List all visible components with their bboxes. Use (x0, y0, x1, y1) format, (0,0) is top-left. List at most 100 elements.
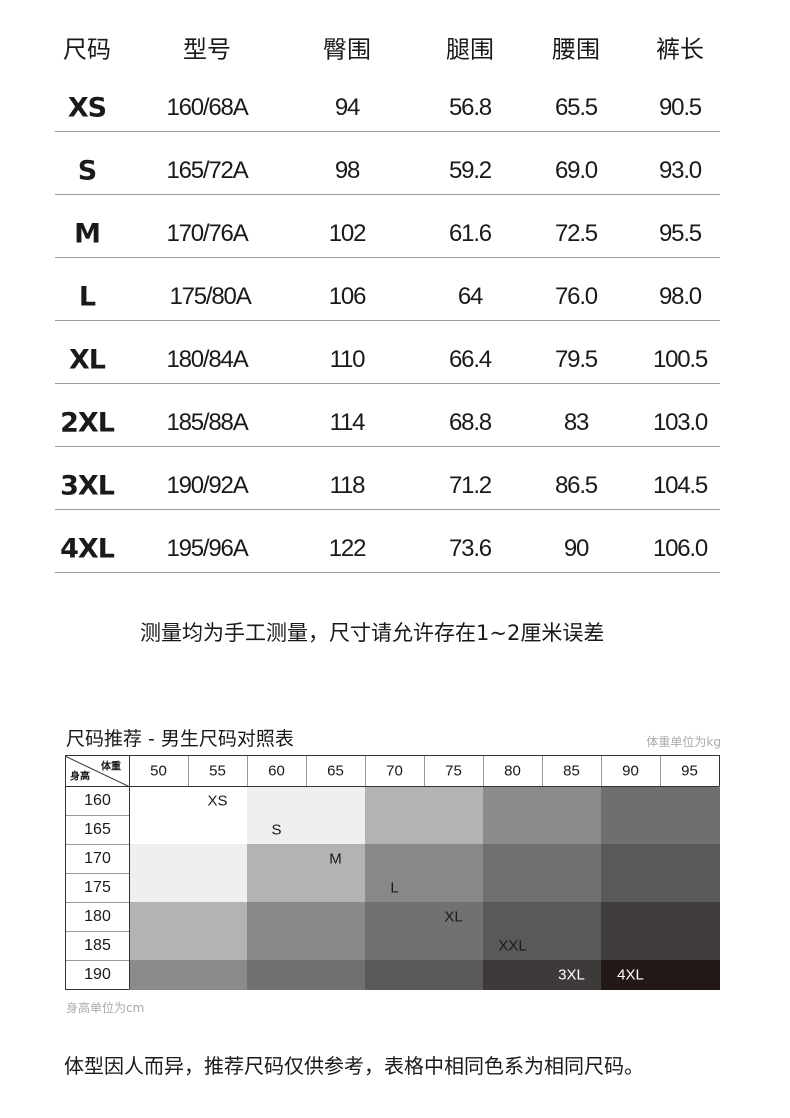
size-label: 2XL (60, 407, 115, 439)
column-divider (365, 756, 366, 786)
height-unit-note: 身高单位为cm (66, 1001, 145, 1015)
weight-header: 50 (150, 762, 167, 780)
table-cell: 165/72A (166, 157, 248, 184)
table-cell: 76.0 (555, 283, 598, 310)
column-divider (483, 756, 484, 786)
row-divider (66, 873, 129, 874)
height-header: 175 (84, 878, 111, 896)
table-cell: 110 (329, 346, 366, 373)
weight-header: 90 (622, 762, 639, 780)
color-block (365, 786, 484, 845)
color-block (129, 786, 248, 845)
table-cell: 175/80A (169, 283, 251, 310)
size-label: L (78, 281, 96, 313)
color-block (247, 786, 366, 845)
table-cell: 118 (329, 472, 366, 499)
column-divider (424, 756, 425, 786)
table-cell: 83 (563, 409, 590, 436)
corner-height-label: 身高 (70, 771, 90, 783)
table-cell: 65.5 (555, 94, 598, 121)
corner-weight-label: 体重 (101, 761, 121, 773)
size-recommendation: XS (207, 792, 228, 809)
color-block (129, 844, 248, 903)
table-cell: 68.8 (449, 409, 492, 436)
recommend-grid: 50 55 60 65 70 75 80 85 90 95 体重 身高 160 165 170 175 180 1… (65, 755, 720, 990)
row-divider (66, 815, 129, 816)
color-block (483, 786, 602, 845)
weight-unit-note: 体重单位为kg (646, 735, 721, 749)
size-recommendation: XXL (498, 937, 527, 954)
weight-header: 60 (268, 762, 285, 780)
size-label: XL (68, 344, 106, 376)
table-cell: 69.0 (555, 157, 598, 184)
table-cell: 73.6 (449, 535, 492, 562)
color-block (365, 844, 484, 903)
height-header: 185 (84, 936, 111, 954)
column-divider (601, 756, 602, 786)
column-divider (306, 756, 307, 786)
weight-header: 95 (681, 762, 698, 780)
table-cell: 104.5 (652, 472, 708, 499)
color-block (247, 844, 366, 903)
color-block (601, 786, 720, 845)
column-header: 尺码 (63, 35, 111, 64)
color-block (601, 960, 720, 990)
column-divider (247, 756, 248, 786)
table-cell: 64 (457, 283, 484, 310)
row-divider (55, 320, 720, 321)
table-cell: 98.0 (659, 283, 702, 310)
table-cell: 90 (563, 535, 590, 562)
color-block (483, 844, 602, 903)
table-cell: 106 (328, 283, 367, 310)
table-cell: 72.5 (555, 220, 598, 247)
table-cell: 180/84A (166, 346, 248, 373)
color-block (365, 902, 484, 961)
table-cell: 190/92A (166, 472, 248, 499)
table-cell: 195/96A (166, 535, 248, 562)
color-block (601, 844, 720, 903)
size-recommendation: XL (444, 908, 463, 925)
color-block (483, 902, 602, 961)
row-divider (55, 194, 720, 195)
weight-header: 70 (386, 762, 403, 780)
color-block (247, 960, 366, 990)
size-recommendation: M (329, 850, 342, 867)
weight-header: 55 (209, 762, 226, 780)
table-cell: 71.2 (449, 472, 492, 499)
weight-header: 80 (504, 762, 521, 780)
table-cell: 122 (328, 535, 367, 562)
color-block (247, 902, 366, 961)
color-block (365, 960, 484, 990)
size-recommendation: 4XL (617, 966, 644, 983)
size-label: S (77, 155, 97, 187)
row-divider (55, 446, 720, 447)
table-cell: 103.0 (652, 409, 708, 436)
color-block (601, 902, 720, 961)
row-divider (55, 509, 720, 510)
weight-header: 85 (563, 762, 580, 780)
table-cell: 98 (334, 157, 361, 184)
color-block (129, 960, 248, 990)
footer-note: 体型因人而异，推荐尺码仅供参考，表格中相同色系为相同尺码。 (64, 1054, 644, 1078)
height-header: 170 (84, 849, 111, 867)
size-label: 3XL (60, 470, 115, 502)
size-label: 4XL (60, 533, 115, 565)
height-header: 190 (84, 965, 111, 983)
column-divider (542, 756, 543, 786)
color-block (129, 902, 248, 961)
table-cell: 160/68A (166, 94, 248, 121)
size-recommendation: S (271, 821, 282, 838)
table-cell: 106.0 (652, 535, 708, 562)
label-column-divider (129, 756, 130, 989)
column-header: 腿围 (446, 35, 494, 64)
row-divider (55, 383, 720, 384)
row-divider (66, 960, 129, 961)
height-header: 165 (84, 820, 111, 838)
column-header: 腰围 (552, 35, 600, 64)
row-divider (55, 257, 720, 258)
column-header: 型号 (183, 35, 231, 64)
header-divider (66, 786, 719, 787)
table-cell: 86.5 (555, 472, 598, 499)
table-cell: 185/88A (166, 409, 248, 436)
